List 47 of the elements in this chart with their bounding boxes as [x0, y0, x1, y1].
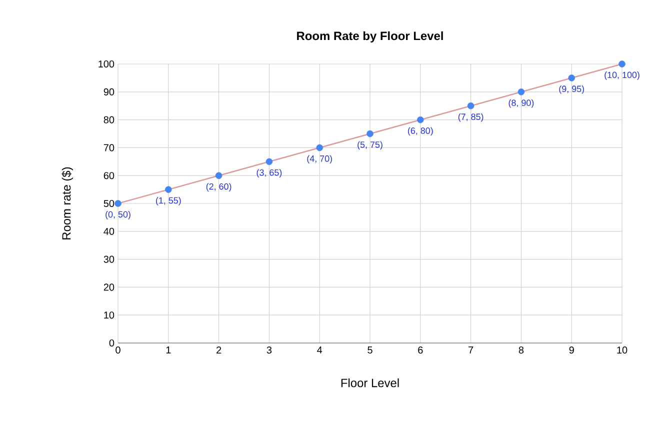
- x-axis-title: Floor Level: [341, 378, 399, 388]
- x-tick-label: 6: [418, 346, 423, 354]
- data-label: (9, 95): [559, 85, 584, 94]
- data-label: (0, 50): [106, 211, 130, 220]
- y-tick-label: 30: [104, 256, 114, 263]
- y-tick-label: 40: [104, 228, 114, 235]
- x-tick-label: 5: [368, 346, 372, 354]
- point: [366, 130, 374, 138]
- y-tick-label: 70: [104, 144, 114, 152]
- data-label: (3, 65): [256, 169, 282, 178]
- y-tick-label: 0: [109, 339, 114, 347]
- x-tick-label: 10: [617, 346, 628, 354]
- x-tick-label: 3: [266, 346, 272, 354]
- x-tick-label: 1: [166, 346, 171, 354]
- data-label: (7, 85): [458, 113, 484, 122]
- data-label: (2, 60): [206, 183, 232, 192]
- y-tick-label: 100: [98, 60, 114, 68]
- y-tick-label: 20: [104, 284, 114, 291]
- point: [618, 60, 626, 68]
- x-tick-label: 7: [468, 346, 474, 354]
- data-label: (6, 80): [408, 127, 433, 136]
- point: [518, 88, 525, 96]
- data-label: (8, 90): [508, 99, 534, 108]
- point: [467, 102, 474, 110]
- point: [114, 200, 122, 207]
- y-axis-title: Room rate ($): [62, 167, 74, 240]
- point: [568, 74, 575, 82]
- x-tick-label: 4: [317, 346, 322, 354]
- data-label: (1, 55): [156, 197, 181, 206]
- data-label: (4, 70): [307, 155, 332, 164]
- point: [316, 144, 323, 152]
- y-tick-label: 60: [104, 172, 114, 180]
- chart-title: Room Rate by Floor Level: [297, 31, 443, 42]
- point: [215, 172, 222, 179]
- data-label: (10, 100): [604, 72, 640, 80]
- y-tick-label: 50: [104, 200, 114, 208]
- data-label: (5, 75): [358, 141, 382, 150]
- x-tick-label: 2: [216, 346, 222, 354]
- y-tick-label: 80: [104, 116, 114, 124]
- point: [266, 158, 273, 166]
- x-tick-label: 0: [116, 346, 120, 354]
- y-tick-label: 10: [104, 312, 114, 319]
- point: [417, 116, 424, 124]
- x-tick-label: 8: [518, 346, 524, 354]
- point: [165, 186, 172, 193]
- x-tick-label: 9: [569, 346, 574, 354]
- y-tick-label: 90: [104, 88, 114, 96]
